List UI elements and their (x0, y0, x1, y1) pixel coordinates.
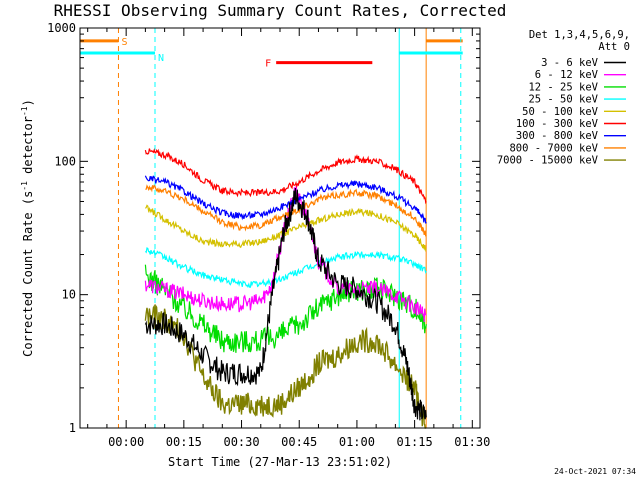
legend-header-line2: Att 0 (598, 41, 630, 53)
plot-frame (79, 27, 481, 429)
x-tick-label: 00:30 (223, 435, 259, 449)
legend-item-label: 300 - 800 keV (516, 130, 599, 142)
x-axis: 00:00 00:15 00:30 00:45 01:00 01:15 01:30 (87, 28, 490, 449)
series-layer (144, 148, 427, 429)
legend-item-label: 3 - 6 keV (541, 57, 599, 69)
legend-item-label: 12 - 25 keV (528, 81, 598, 93)
x-axis-label: Start Time (27-Mar-13 23:51:02) (168, 455, 392, 469)
legend-header-line1: Det 1,3,4,5,6,9, (529, 29, 630, 41)
y-tick-label: 100 (54, 154, 76, 168)
legend-item-label: 50 - 100 keV (522, 106, 599, 118)
y-label-exp1: -1 (20, 181, 29, 191)
series-line-8 (144, 303, 427, 429)
legend-item-label: 7000 - 15000 keV (497, 155, 599, 167)
y-tick-label: 10 (62, 288, 76, 302)
y-tick-label: 1 (69, 421, 76, 435)
generated-timestamp: 24-Oct-2021 07:34 (554, 467, 636, 476)
legend-item-label: 25 - 50 keV (528, 94, 598, 106)
x-tick-label: 01:00 (339, 435, 375, 449)
x-tick-label: 01:30 (454, 435, 490, 449)
marker-f-label: F (265, 59, 271, 70)
y-axis-label: Corrected Count Rate (s-1 detector-1) (20, 99, 35, 357)
legend-item-label: 800 - 7000 keV (509, 142, 598, 154)
chart-title: RHESSI Observing Summary Count Rates, Co… (54, 1, 507, 20)
marker-n-label: N (158, 53, 164, 64)
y-tick-label: 1000 (47, 21, 76, 35)
series-line-2 (144, 264, 427, 353)
legend-item-label: 100 - 300 keV (516, 118, 599, 130)
x-tick-label: 00:45 (281, 435, 317, 449)
y-label-main: Corrected Count Rate (s (21, 191, 35, 357)
x-tick-label: 00:15 (166, 435, 202, 449)
x-tick-label: 01:15 (397, 435, 433, 449)
series-line-0 (144, 187, 427, 421)
series-line-3 (144, 247, 427, 289)
y-axis: 1 10 100 1000 (47, 21, 480, 435)
y-label-end: ) (21, 99, 35, 106)
legend-item-label: 6 - 12 keV (535, 69, 599, 81)
y-label-mid: detector (21, 116, 35, 181)
x-tick-label: 00:00 (108, 435, 144, 449)
series-line-5 (144, 148, 427, 205)
y-label-exp2: -1 (20, 106, 29, 116)
marker-s-label: S (121, 37, 127, 48)
series-line-4 (144, 204, 427, 253)
